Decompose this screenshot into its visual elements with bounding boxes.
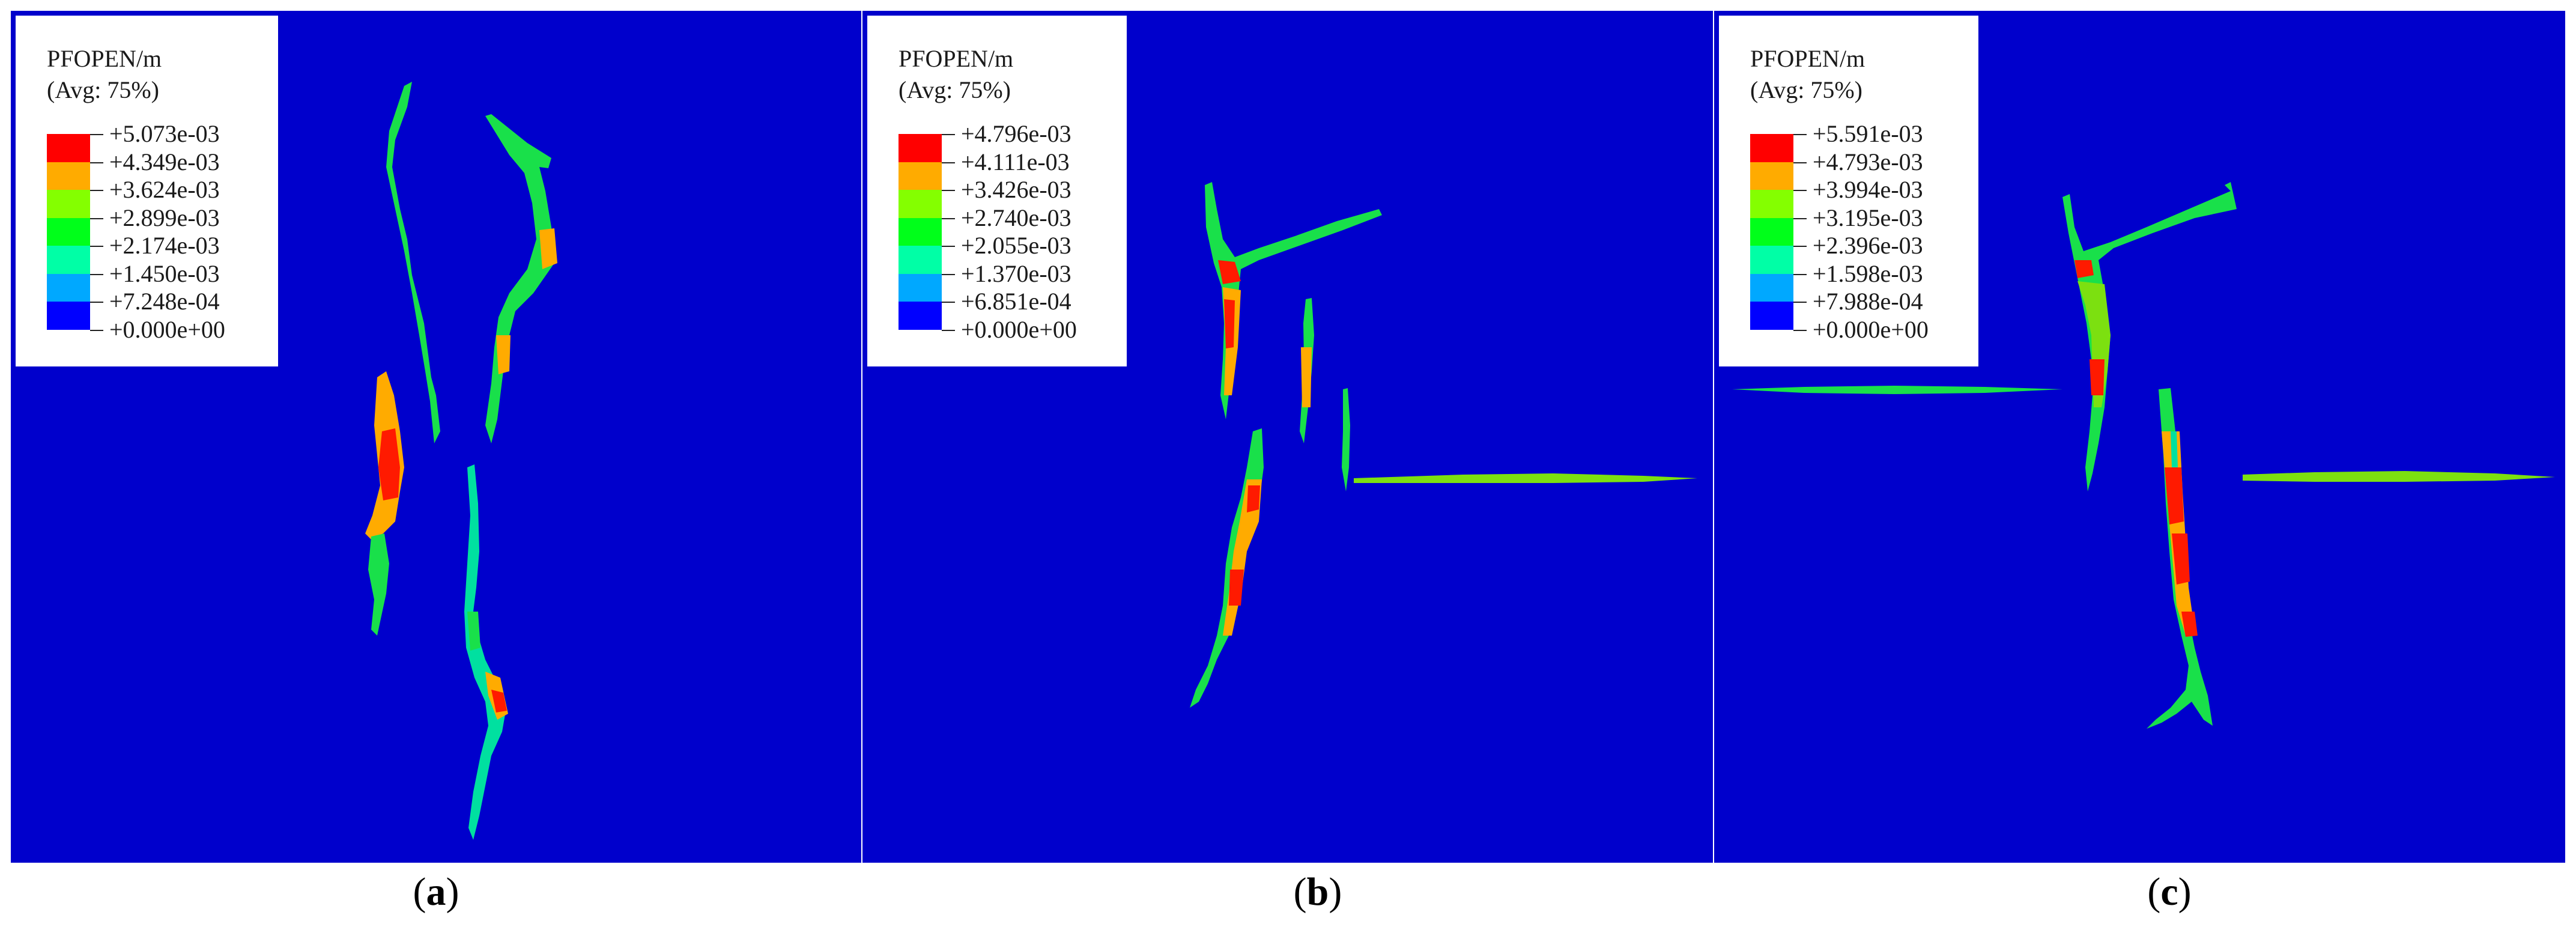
crack-c-horizontal-right [2243,471,2555,482]
crack-b-red-top [1218,260,1241,284]
crack-b-lower [1190,428,1264,708]
caption-c-close: ) [2178,870,2192,914]
crack-contour-b [1190,182,1697,708]
crack-b-red-upper [1224,299,1235,348]
legend-value-b-4: +2.055e-03 [961,232,1071,259]
legend-value-b-2: +3.426e-03 [961,176,1071,203]
legend-value-c-6: +7.988e-04 [1813,288,1923,315]
caption-a-letter: a [426,870,446,914]
panel-c: PFOPEN/m (Avg: 75%) +5.591e-03 +4.793e-0… [1714,11,2565,863]
legend-value-c-0: +5.591e-03 [1813,120,1923,147]
caption-b-letter: b [1306,870,1329,914]
legend-value-b-1: +4.111e-03 [961,148,1070,175]
crack-c-lower-red1 [2165,467,2184,524]
legend-title-c: PFOPEN/m [1750,45,1865,72]
caption-c: (c) [2079,868,2259,916]
crack-c-red-upper [2090,359,2105,395]
crack-b-horizontal [1354,473,1697,483]
legend-c: PFOPEN/m (Avg: 75%) +5.591e-03 +4.793e-0… [1719,16,1978,366]
legend-title-b: PFOPEN/m [899,45,1014,72]
crack-b-far-right [1342,388,1350,491]
legend-subtitle-a: (Avg: 75%) [47,76,159,103]
legend-value-b-6: +6.851e-04 [961,288,1071,315]
caption-b-open: ( [1293,870,1307,914]
caption-b-close: ) [1329,870,1342,914]
caption-a-open: ( [413,870,426,914]
caption-c-letter: c [2160,870,2178,914]
legend-value-a-5: +1.450e-03 [109,260,220,287]
legend-value-c-2: +3.994e-03 [1813,176,1923,203]
legend-value-a-0: +5.073e-03 [109,120,220,147]
panel-a: PFOPEN/m (Avg: 75%) +5.073e-03 +4.349e-0… [11,11,861,863]
legend-value-a-4: +2.174e-03 [109,232,220,259]
crack-c-horizontal-left [1732,386,2062,394]
legend-subtitle-c: (Avg: 75%) [1750,76,1862,103]
caption-b: (b) [1228,868,1408,916]
caption-a-close: ) [446,870,459,914]
legend-b: PFOPEN/m (Avg: 75%) +4.796e-03 +4.111e-0… [867,16,1127,366]
crack-left-upper-a [386,82,440,443]
legend-value-c-4: +2.396e-03 [1813,232,1923,259]
caption-c-open: ( [2147,870,2161,914]
legend-title-a: PFOPEN/m [47,45,162,72]
crack-right-orange-a [539,228,557,269]
legend-value-a-2: +3.624e-03 [109,176,220,203]
legend-value-c-1: +4.793e-03 [1813,148,1923,175]
crack-left-low-a [368,533,389,636]
legend-a: PFOPEN/m (Avg: 75%) +5.073e-03 +4.349e-0… [16,16,278,366]
crack-contour-a [365,82,557,840]
legend-value-c-5: +1.598e-03 [1813,260,1923,287]
legend-value-b-7: +0.000e+00 [961,315,1077,343]
crack-b-right-small-orange [1301,347,1312,407]
legend-subtitle-b: (Avg: 75%) [899,76,1011,103]
legend-value-b-5: +1.370e-03 [961,260,1071,287]
legend-value-a-6: +7.248e-04 [109,288,220,315]
crack-contour-c [1732,182,2555,729]
legend-value-c-3: +3.195e-03 [1813,204,1923,231]
caption-a: (a) [346,868,526,916]
crack-center-green-a [467,612,480,651]
crack-center-lower-a [464,464,506,840]
crack-c-upper [2062,182,2237,491]
legend-value-b-3: +2.740e-03 [961,204,1071,231]
crack-center-red-a [491,690,507,713]
crack-b-lower-red1 [1247,485,1260,512]
panel-b: PFOPEN/m (Avg: 75%) +4.796e-03 +4.111e-0… [862,11,1713,863]
crack-c-red-top [2074,260,2094,278]
crack-c-teal [2171,431,2178,467]
crack-c-lower-red2 [2172,533,2190,585]
crack-right-orange2-a [496,335,511,374]
legend-value-b-0: +4.796e-03 [961,120,1071,147]
crack-left-red-a [378,428,400,500]
legend-value-c-7: +0.000e+00 [1813,315,1929,343]
crack-b-lower-red2 [1229,570,1244,606]
crack-right-upper-a [485,114,554,443]
crack-c-lower-red3 [2181,612,2198,637]
legend-value-a-1: +4.349e-03 [109,148,220,175]
crack-b-upper [1205,182,1382,419]
legend-value-a-7: +0.000e+00 [109,315,225,343]
legend-value-a-3: +2.899e-03 [109,204,220,231]
